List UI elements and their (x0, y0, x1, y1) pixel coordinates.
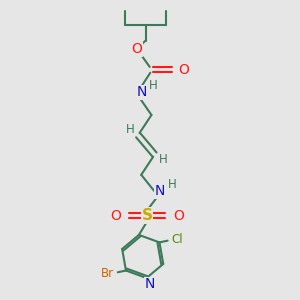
Text: Br: Br (101, 267, 114, 280)
Text: O: O (131, 42, 142, 56)
Text: N: N (137, 85, 147, 99)
Text: H: H (159, 153, 167, 166)
Text: N: N (155, 184, 165, 198)
Text: Cl: Cl (171, 233, 183, 246)
Text: H: H (167, 178, 176, 191)
Text: O: O (173, 208, 184, 223)
Text: S: S (142, 208, 153, 223)
Text: H: H (126, 123, 135, 136)
Text: O: O (179, 63, 190, 77)
Text: H: H (148, 79, 157, 92)
Text: O: O (110, 208, 121, 223)
Text: N: N (145, 278, 155, 291)
